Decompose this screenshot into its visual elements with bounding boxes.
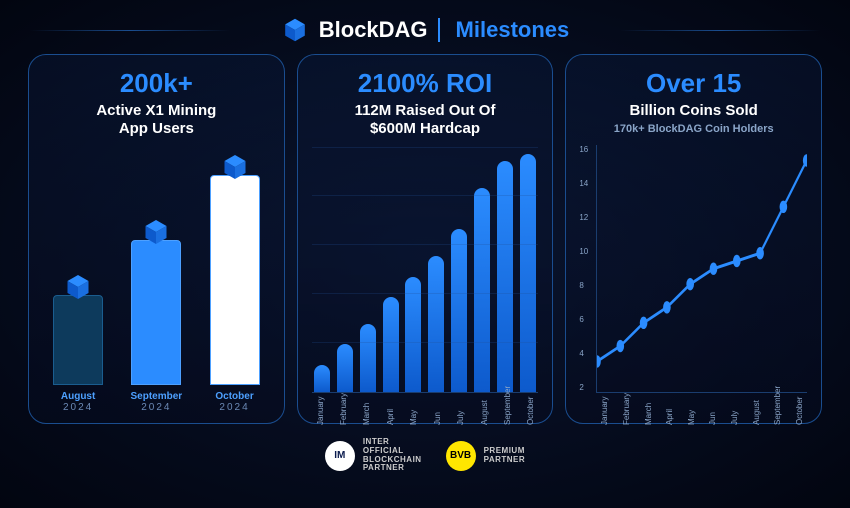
users-bar: August 2024 <box>43 295 113 413</box>
y-tick: 8 <box>579 281 588 290</box>
cube-icon <box>141 217 171 247</box>
panel-coins: Over 15 Billion Coins Sold 170k+ BlockDA… <box>565 54 822 424</box>
bar-year: 2024 <box>141 402 171 413</box>
bar-month: September <box>130 391 182 402</box>
users-bar: October 2024 <box>199 175 269 413</box>
y-tick: 6 <box>579 315 588 324</box>
bar-month: October <box>215 391 253 402</box>
partner-logo-icon: BVB <box>446 441 476 471</box>
panel-roi: 2100% ROI 112M Raised Out Of$600M Hardca… <box>297 54 554 424</box>
partner-text: INTEROFFICIALBLOCKCHAINPARTNER <box>363 438 422 473</box>
y-tick: 2 <box>579 383 588 392</box>
partner-logo-icon: IM <box>325 441 355 471</box>
y-tick: 14 <box>579 179 588 188</box>
roi-chart: JanuaryFebruaryMarchAprilMayJunJulyAugus… <box>312 148 539 413</box>
line-month-label: October <box>779 409 819 425</box>
y-tick: 4 <box>579 349 588 358</box>
panel-roi-subtitle: 112M Raised Out Of$600M Hardcap <box>312 102 539 138</box>
cube-icon <box>63 272 93 302</box>
panel-users: 200k+ Active X1 MiningApp Users August 2… <box>28 54 285 424</box>
panel-coins-subtitle2: 170k+ BlockDAG Coin Holders <box>580 123 807 135</box>
panel-coins-title: Over 15 <box>580 69 807 98</box>
bar-year: 2024 <box>63 402 93 413</box>
panel-roi-title: 2100% ROI <box>312 69 539 98</box>
brand-name: BlockDAG <box>319 17 428 43</box>
roi-bar <box>337 344 353 392</box>
partners-footer: IM INTEROFFICIALBLOCKCHAINPARTNER BVB PR… <box>0 438 850 473</box>
roi-bar <box>314 365 330 392</box>
panel-coins-subtitle: Billion Coins Sold <box>580 102 807 120</box>
roi-month-label: October <box>510 409 550 425</box>
roi-bar <box>383 297 399 392</box>
bar-month: August <box>61 391 95 402</box>
partner-text: PREMIUMPARTNER <box>484 447 526 465</box>
cube-icon <box>220 152 250 182</box>
coins-chart: 246810121416 JanuaryFebruaryMarchAprilMa… <box>580 145 807 413</box>
roi-bar <box>474 188 490 392</box>
bar-year: 2024 <box>219 402 249 413</box>
partner-badge: BVB PREMIUMPARTNER <box>446 441 526 471</box>
roi-bar <box>451 229 467 392</box>
header-divider <box>438 18 440 42</box>
roi-bar <box>520 154 536 392</box>
roi-bar <box>360 324 376 392</box>
y-tick: 12 <box>579 213 588 222</box>
y-tick: 16 <box>579 145 588 154</box>
page-title: Milestones <box>456 17 570 43</box>
blockdag-logo-icon <box>281 16 309 44</box>
panels-row: 200k+ Active X1 MiningApp Users August 2… <box>0 54 850 424</box>
header-rule-right <box>620 30 820 31</box>
panel-users-subtitle: Active X1 MiningApp Users <box>43 102 270 138</box>
roi-bar <box>428 256 444 392</box>
panel-users-title: 200k+ <box>43 69 270 98</box>
header-rule-left <box>30 30 230 31</box>
users-bar: September 2024 <box>121 240 191 413</box>
users-chart: August 2024 September 2024 October <box>43 148 270 413</box>
y-tick: 10 <box>579 247 588 256</box>
partner-badge: IM INTEROFFICIALBLOCKCHAINPARTNER <box>325 438 422 473</box>
header: BlockDAG Milestones <box>0 0 850 54</box>
